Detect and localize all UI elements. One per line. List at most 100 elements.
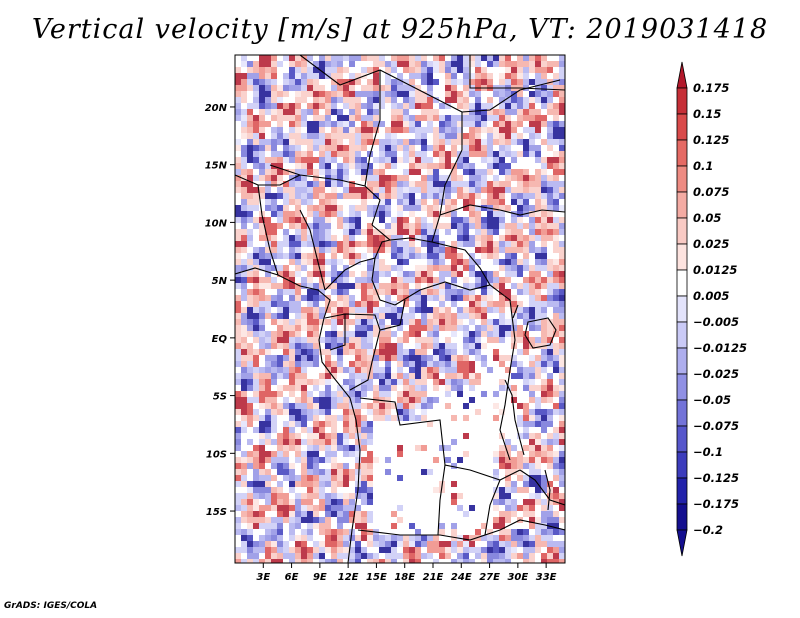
field-cell (391, 289, 397, 295)
field-cell (253, 499, 259, 505)
field-cell (385, 85, 391, 91)
field-cell (331, 283, 337, 289)
field-cell (271, 91, 277, 97)
field-cell (409, 115, 415, 121)
field-cell (511, 355, 517, 361)
field-cell (397, 157, 403, 163)
field-cell (433, 277, 439, 283)
field-cell (451, 463, 457, 469)
field-cell (391, 109, 397, 115)
field-cell (403, 205, 409, 211)
field-cell (367, 55, 373, 61)
field-cell (241, 517, 247, 523)
field-cell (235, 391, 241, 397)
field-cell (535, 355, 541, 361)
field-cell (415, 361, 421, 367)
field-cell (295, 517, 301, 523)
field-cell (541, 355, 547, 361)
field-cell (553, 391, 559, 397)
field-cell (541, 529, 547, 535)
field-cell (295, 421, 301, 427)
field-cell (511, 481, 517, 487)
field-cell (433, 109, 439, 115)
field-cell (283, 553, 289, 559)
field-cell (505, 481, 511, 487)
field-cell (259, 319, 265, 325)
field-cell (547, 193, 553, 199)
field-cell (367, 289, 373, 295)
field-cell (403, 259, 409, 265)
field-cell (457, 559, 463, 563)
field-cell (241, 541, 247, 547)
field-cell (523, 385, 529, 391)
field-cell (355, 109, 361, 115)
field-cell (541, 541, 547, 547)
field-cell (391, 91, 397, 97)
field-cell (259, 127, 265, 133)
field-cell (523, 499, 529, 505)
field-cell (403, 181, 409, 187)
field-cell (259, 511, 265, 517)
x-tick-label: 27E (479, 572, 500, 583)
x-tick-label: 18E (394, 572, 415, 583)
field-cell (403, 415, 409, 421)
field-cell (301, 349, 307, 355)
field-cell (505, 319, 511, 325)
field-cell (247, 547, 253, 553)
y-tick-label: 20N (205, 103, 228, 114)
field-cell (337, 529, 343, 535)
field-cell (529, 289, 535, 295)
field-cell (373, 313, 379, 319)
field-cell (535, 79, 541, 85)
field-cell (409, 199, 415, 205)
field-cell (331, 109, 337, 115)
field-cell (547, 229, 553, 235)
field-cell (535, 91, 541, 97)
field-cell (493, 457, 499, 463)
field-cell (445, 163, 451, 169)
field-cell (319, 493, 325, 499)
field-cell (337, 331, 343, 337)
field-cell (481, 289, 487, 295)
field-cell (349, 193, 355, 199)
field-cell (505, 103, 511, 109)
field-cell (397, 271, 403, 277)
field-cell (523, 475, 529, 481)
field-cell (277, 157, 283, 163)
field-cell (259, 349, 265, 355)
field-cell (367, 493, 373, 499)
field-cell (421, 535, 427, 541)
field-cell (349, 535, 355, 541)
field-cell (271, 355, 277, 361)
field-cell (379, 199, 385, 205)
field-cell (553, 301, 559, 307)
field-cell (283, 169, 289, 175)
field-cell (541, 79, 547, 85)
field-cell (277, 151, 283, 157)
field-cell (307, 337, 313, 343)
field-cell (535, 547, 541, 553)
field-cell (559, 61, 565, 67)
field-cell (469, 61, 475, 67)
field-cell (373, 187, 379, 193)
field-cell (265, 163, 271, 169)
field-cell (247, 307, 253, 313)
field-cell (553, 127, 559, 133)
field-cell (277, 295, 283, 301)
field-cell (367, 193, 373, 199)
field-cell (289, 127, 295, 133)
field-cell (259, 307, 265, 313)
field-cell (337, 79, 343, 85)
field-cell (379, 211, 385, 217)
field-cell (373, 349, 379, 355)
field-cell (241, 247, 247, 253)
field-cell (469, 133, 475, 139)
field-cell (289, 133, 295, 139)
field-cell (415, 229, 421, 235)
field-cell (343, 367, 349, 373)
field-cell (427, 331, 433, 337)
field-cell (511, 193, 517, 199)
field-cell (289, 499, 295, 505)
field-cell (397, 73, 403, 79)
field-cell (283, 517, 289, 523)
